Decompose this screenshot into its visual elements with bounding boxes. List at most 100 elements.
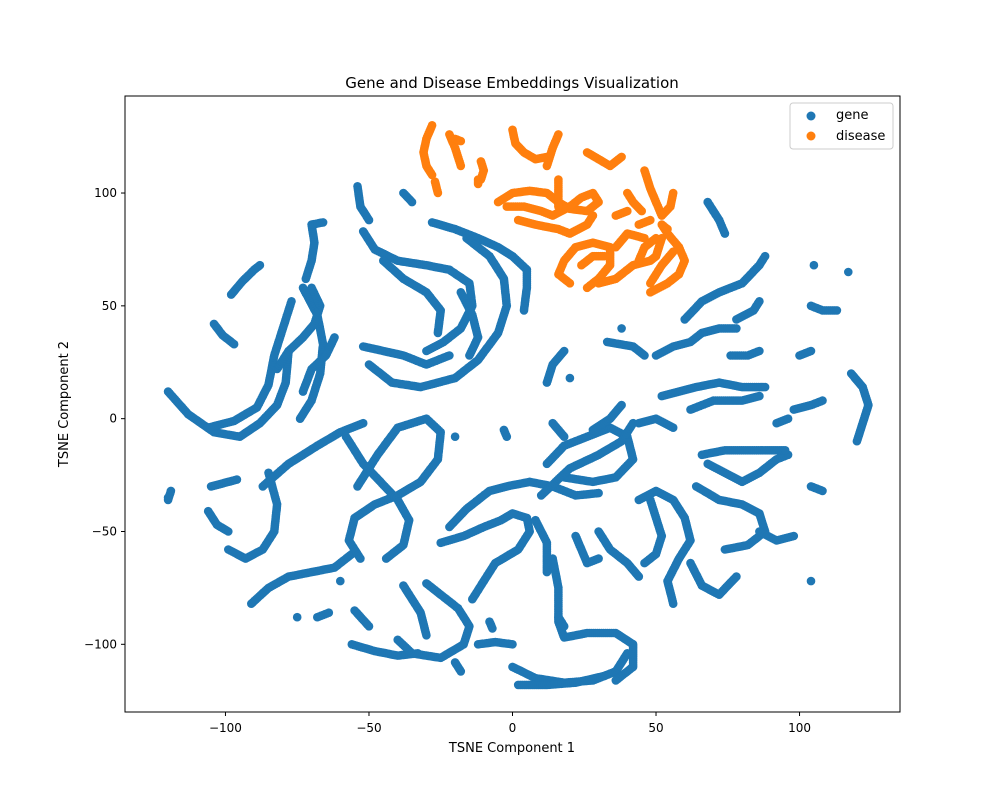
data-point-disease bbox=[668, 247, 678, 256]
data-point-gene bbox=[292, 612, 302, 622]
data-point-disease bbox=[456, 136, 466, 146]
data-point-gene bbox=[668, 599, 678, 608]
legend-marker-disease bbox=[806, 131, 816, 141]
data-point-gene bbox=[844, 267, 853, 277]
data-point-gene bbox=[287, 297, 296, 306]
data-point-gene bbox=[358, 418, 368, 428]
data-point-gene bbox=[456, 667, 466, 676]
data-point-gene bbox=[468, 594, 477, 604]
data-point-gene bbox=[789, 531, 799, 541]
legend-marker-gene bbox=[806, 111, 816, 121]
data-point-gene bbox=[330, 333, 339, 342]
data-point-gene bbox=[720, 545, 730, 554]
data-point-gene bbox=[640, 351, 649, 360]
data-point-gene bbox=[519, 306, 529, 315]
data-point-gene bbox=[559, 346, 569, 356]
data-point-gene bbox=[307, 283, 316, 293]
gene-series bbox=[163, 182, 873, 690]
legend: gene disease bbox=[789, 102, 894, 150]
data-point-gene bbox=[422, 346, 431, 356]
data-point-gene bbox=[806, 576, 816, 586]
data-point-gene bbox=[809, 260, 819, 270]
data-point-gene bbox=[450, 432, 460, 442]
data-point-gene bbox=[806, 346, 816, 356]
y-axis: −100 −50 0 50 100 bbox=[84, 186, 125, 651]
data-point-gene bbox=[422, 631, 431, 640]
data-point-gene bbox=[617, 324, 626, 333]
data-point-gene bbox=[755, 297, 764, 306]
data-point-disease bbox=[582, 283, 592, 293]
y-tick-label: −100 bbox=[84, 637, 117, 651]
data-point-gene bbox=[783, 414, 793, 424]
data-point-gene bbox=[393, 635, 403, 645]
data-point-gene bbox=[668, 423, 678, 433]
data-point-gene bbox=[356, 554, 365, 563]
data-point-gene bbox=[445, 351, 454, 360]
data-point-disease bbox=[473, 179, 483, 189]
data-point-gene bbox=[502, 432, 512, 442]
data-point-gene bbox=[732, 324, 741, 333]
legend-box bbox=[789, 102, 894, 150]
data-point-gene bbox=[634, 572, 644, 581]
data-point-disease bbox=[502, 202, 512, 211]
data-point-gene bbox=[364, 622, 374, 631]
x-tick-label: −50 bbox=[356, 721, 381, 735]
data-point-gene bbox=[407, 197, 417, 207]
y-tick-label: −50 bbox=[92, 524, 117, 538]
data-point-disease bbox=[554, 202, 563, 211]
data-point-gene bbox=[559, 622, 569, 631]
data-point-gene bbox=[760, 251, 770, 261]
data-point-gene bbox=[818, 486, 827, 496]
data-point-gene bbox=[617, 400, 626, 410]
data-point-gene bbox=[611, 676, 621, 685]
data-point-gene bbox=[720, 229, 730, 238]
x-axis: −100 −50 0 50 100 bbox=[209, 712, 811, 735]
x-axis-label: TSNE Component 1 bbox=[448, 741, 575, 756]
data-point-disease bbox=[663, 224, 672, 234]
data-point-gene bbox=[232, 475, 242, 484]
data-point-gene bbox=[760, 382, 770, 392]
data-point-gene bbox=[780, 446, 790, 455]
data-point-gene bbox=[224, 527, 233, 536]
chart-title: Gene and Disease Embeddings Visualizatio… bbox=[345, 74, 679, 92]
data-point-disease bbox=[668, 188, 678, 198]
data-point-gene bbox=[318, 218, 328, 227]
data-point-gene bbox=[818, 396, 827, 405]
y-tick-label: 100 bbox=[94, 186, 117, 200]
x-tick-label: −100 bbox=[209, 721, 242, 735]
data-point-disease bbox=[651, 233, 661, 243]
data-point-gene bbox=[488, 624, 497, 633]
data-point-gene bbox=[324, 608, 334, 617]
data-point-disease bbox=[433, 188, 443, 198]
data-point-disease bbox=[554, 130, 563, 139]
data-point-gene bbox=[542, 567, 552, 577]
data-point-gene bbox=[229, 339, 239, 349]
y-tick-label: 0 bbox=[109, 412, 117, 426]
data-point-gene bbox=[364, 215, 374, 225]
data-point-gene bbox=[594, 488, 603, 498]
x-tick-label: 50 bbox=[648, 721, 663, 735]
data-point-disease bbox=[623, 206, 632, 216]
data-point-gene bbox=[640, 558, 649, 568]
data-point-gene bbox=[755, 346, 764, 356]
data-point-gene bbox=[559, 432, 569, 442]
x-tick-label: 0 bbox=[509, 721, 517, 735]
data-point-gene bbox=[852, 436, 862, 446]
legend-label-gene: gene bbox=[836, 108, 869, 123]
data-point-disease bbox=[456, 161, 466, 171]
data-point-gene bbox=[755, 391, 764, 401]
data-point-disease bbox=[427, 170, 437, 180]
data-point-gene bbox=[732, 572, 741, 581]
data-point-gene bbox=[465, 351, 474, 360]
data-point-gene bbox=[832, 306, 842, 315]
disease-series bbox=[419, 121, 689, 297]
x-tick-label: 100 bbox=[788, 721, 811, 735]
data-point-gene bbox=[508, 640, 517, 649]
data-point-gene bbox=[295, 414, 305, 424]
data-point-gene bbox=[433, 328, 443, 338]
y-axis-label: TSNE Component 2 bbox=[57, 341, 72, 468]
plot-area bbox=[163, 121, 873, 690]
data-point-gene bbox=[166, 486, 176, 496]
data-point-gene bbox=[565, 373, 575, 383]
